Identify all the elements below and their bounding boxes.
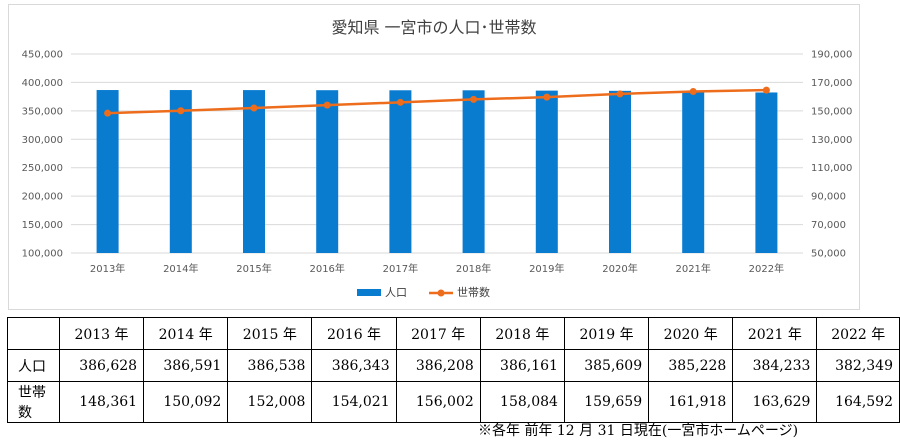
left-axis-ticks: 100,000 150,000 200,000 250,000 300,000 350,0…: [22, 50, 63, 260]
x-tick-label: 2018年: [456, 262, 491, 275]
table-cell: 382,349: [816, 349, 900, 382]
bar-2014年: [169, 90, 192, 253]
bar-2019年: [535, 90, 558, 253]
x-tick-label: 2017年: [383, 262, 418, 275]
table-year-header: 2021 年: [732, 317, 818, 350]
x-tick-label: 2020年: [602, 262, 637, 275]
x-tick-label: 2016年: [309, 262, 344, 275]
table-cell: 386,161: [479, 349, 565, 382]
table-year-header: 2022 年: [816, 317, 900, 350]
table-cell: 154,021: [311, 381, 397, 423]
table-year-header: 2020 年: [648, 317, 734, 350]
table-row: 世帯数 148,361 150,092 152,008 154,021 156,002 15…: [7, 381, 900, 423]
data-table: 2013 年 2014 年 2015 年 2016 年 2017 年 2018 年 2019…: [7, 317, 900, 423]
right-tick-label: 150,000: [811, 106, 852, 117]
left-tick-label: 350,000: [22, 106, 63, 117]
x-tick-label: 2014年: [163, 262, 198, 275]
x-tick-label: 2015年: [236, 262, 271, 275]
right-tick-label: 170,000: [811, 78, 852, 89]
households-point-2019年: [543, 93, 551, 101]
households-point-2018年: [470, 95, 478, 103]
table-cell: 386,208: [395, 349, 481, 382]
table-cell: 158,084: [479, 381, 565, 423]
population-bars: [96, 90, 778, 254]
bar-2020年: [609, 90, 631, 253]
table-cell: 385,609: [563, 349, 650, 382]
table-year-header: 2018 年: [479, 317, 565, 350]
x-tick-label: 2022年: [749, 262, 784, 275]
table-row: 人口 386,628 386,591 386,538 386,343 386,208 386…: [7, 349, 900, 382]
table-cell: 161,918: [648, 381, 734, 423]
table-cell: 384,233: [732, 349, 818, 382]
table-year-header: 2015 年: [227, 317, 313, 350]
bar-2013年: [96, 90, 119, 253]
legend-swatch-population: [357, 289, 381, 296]
left-tick-label: 200,000: [22, 192, 63, 203]
households-point-2015年: [250, 104, 258, 112]
households-point-2020年: [616, 90, 624, 98]
bar-2018年: [462, 90, 485, 253]
households-point-2014年: [177, 107, 185, 115]
left-tick-label: 100,000: [22, 249, 63, 260]
bar-2021年: [682, 91, 705, 253]
right-tick-label: 70,000: [811, 220, 846, 231]
table-cell: 385,228: [648, 349, 734, 382]
table-header-row: 2013 年 2014 年 2015 年 2016 年 2017 年 2018 年 2019…: [7, 317, 900, 350]
bar-2022年: [755, 92, 778, 254]
table-row-label: 人口: [7, 349, 60, 382]
legend: 人口 世帯数: [357, 286, 490, 299]
legend-label-households: 世帯数: [457, 286, 490, 299]
right-tick-label: 50,000: [811, 249, 846, 260]
right-axis-ticks: 50,000 70,000 90,000 110,000 130,000 150,000 1…: [811, 50, 852, 260]
table-cell: 386,538: [227, 349, 313, 382]
households-point-2013年: [104, 109, 112, 117]
footnote: ※各年 前年 12 月 31 日現在(一宮市ホームページ): [478, 423, 799, 439]
table-cell: 164,592: [816, 381, 900, 423]
table-cell: 148,361: [58, 381, 145, 423]
households-point-2016年: [323, 101, 331, 109]
table-year-header: 2019 年: [563, 317, 650, 350]
households-line: [104, 86, 770, 117]
combo-chart: 愛知県 一宮市の人口･世帯数 100,000 150,000 200,000 250,…: [22, 18, 853, 299]
table-year-header: 2013 年: [58, 317, 145, 350]
table-corner-cell: [7, 317, 60, 350]
table-year-header: 2017 年: [395, 317, 481, 350]
table-row-label: 世帯数: [7, 381, 60, 423]
bar-2015年: [243, 90, 265, 254]
right-tick-label: 190,000: [811, 50, 852, 61]
x-tick-label: 2019年: [529, 262, 564, 275]
households-point-2022年: [762, 86, 770, 94]
left-tick-label: 450,000: [22, 50, 63, 61]
legend-swatch-households-marker: [437, 289, 445, 297]
chart-title: 愛知県 一宮市の人口･世帯数: [331, 18, 536, 37]
right-tick-label: 110,000: [811, 163, 852, 174]
legend-label-population: 人口: [385, 286, 407, 299]
table-cell: 386,628: [58, 349, 145, 382]
table-cell: 386,591: [143, 349, 229, 382]
right-tick-label: 130,000: [811, 135, 852, 146]
table-year-header: 2016 年: [311, 317, 397, 350]
households-line-path: [107, 88, 767, 115]
left-tick-label: 400,000: [22, 78, 63, 89]
left-tick-label: 250,000: [22, 163, 63, 174]
table-cell: 150,092: [143, 381, 229, 423]
left-tick-label: 150,000: [22, 220, 63, 231]
table-cell: 152,008: [227, 381, 313, 423]
x-tick-label: 2021年: [675, 262, 710, 275]
households-point-2017年: [396, 98, 404, 106]
table-cell: 156,002: [395, 381, 481, 423]
table-year-header: 2014 年: [143, 317, 229, 350]
chart-panel: 愛知県 一宮市の人口･世帯数 100,000 150,000 200,000 250,…: [8, 4, 860, 310]
table-cell: 163,629: [732, 381, 818, 423]
x-axis-ticks: 2013年 2014年 2015年 2016年 2017年 2018年 2019年 2020年…: [90, 262, 784, 275]
table-cell: 386,343: [311, 349, 397, 382]
table-cell: 159,659: [563, 381, 650, 423]
households-point-2021年: [689, 87, 697, 95]
x-tick-label: 2013年: [90, 262, 125, 275]
bar-2017年: [389, 90, 412, 253]
bar-2016年: [316, 90, 339, 254]
right-tick-label: 90,000: [811, 192, 846, 203]
left-tick-label: 300,000: [22, 135, 63, 146]
